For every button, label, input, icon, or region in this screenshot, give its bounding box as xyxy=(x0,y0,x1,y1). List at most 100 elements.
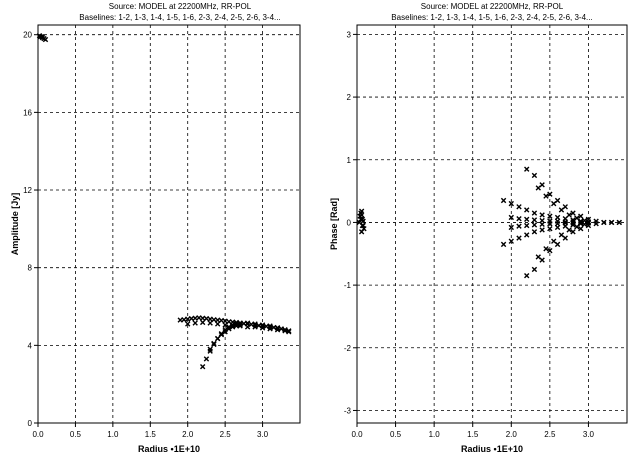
data-point xyxy=(531,229,538,235)
data-point xyxy=(601,219,607,226)
x-tick-label: 0.0 xyxy=(32,430,44,439)
data-point xyxy=(192,320,198,326)
data-point xyxy=(531,210,538,216)
data-series xyxy=(508,219,584,231)
x-tick-label: 3.0 xyxy=(583,430,595,439)
chart-subtitle: Baselines: 1-2, 1-3, 1-4, 1-5, 1-6, 2-3,… xyxy=(79,13,280,22)
data-point xyxy=(585,220,592,226)
data-point xyxy=(185,321,191,327)
y-tick-label: 16 xyxy=(23,108,32,117)
y-tick-label: 8 xyxy=(28,264,33,273)
data-point xyxy=(524,166,530,172)
data-point xyxy=(508,200,514,207)
data-point xyxy=(539,227,545,233)
y-tick-label: 1 xyxy=(347,156,352,165)
chart-title: Source: MODEL at 22200MHz, RR-POL xyxy=(109,2,252,11)
data-point xyxy=(500,241,507,248)
data-point xyxy=(508,224,514,231)
data-point xyxy=(574,224,580,230)
data-point xyxy=(547,226,553,232)
data-point xyxy=(222,322,228,328)
data-point xyxy=(562,219,568,225)
chart-subtitle: Baselines: 1-2, 1-3, 1-4, 1-5, 1-6, 2-3,… xyxy=(391,13,592,22)
data-point xyxy=(516,215,522,222)
data-series xyxy=(535,221,588,260)
data-point xyxy=(554,220,561,227)
chart-title: Source: MODEL at 22200MHz, RR-POL xyxy=(421,2,564,11)
x-tick-label: 2.0 xyxy=(506,430,518,439)
data-point xyxy=(508,214,514,221)
y-tick-label: 2 xyxy=(347,93,352,102)
data-point xyxy=(574,215,580,221)
data-point xyxy=(359,222,366,229)
y-tick-label: -1 xyxy=(344,281,352,290)
data-point xyxy=(516,235,522,241)
x-tick-label: 0.0 xyxy=(351,430,363,439)
data-point xyxy=(531,222,538,228)
y-tick-label: 0 xyxy=(28,419,33,428)
data-point xyxy=(585,219,592,225)
data-point xyxy=(207,320,213,326)
data-point xyxy=(578,219,584,226)
x-tick-label: 1.0 xyxy=(107,430,119,439)
data-point xyxy=(547,220,553,227)
data-point xyxy=(226,326,232,332)
chart-panel-2: Source: MODEL at 22200MHz, RR-POL Baselin… xyxy=(329,2,628,454)
y-tick-label: -2 xyxy=(344,344,352,353)
data-point xyxy=(508,238,514,244)
data-point xyxy=(551,200,557,207)
x-tick-label: 1.5 xyxy=(145,430,157,439)
x-tick-label: 1.5 xyxy=(467,430,479,439)
data-point xyxy=(516,204,522,210)
data-point xyxy=(278,326,284,332)
data-point xyxy=(547,191,553,197)
x-axis-label: Radius •1E+10 xyxy=(461,444,523,454)
data-point xyxy=(233,323,240,329)
data-point xyxy=(524,232,530,238)
data-point xyxy=(42,36,49,43)
x-axis-label: Radius •1E+10 xyxy=(138,444,200,454)
data-point xyxy=(207,348,213,354)
y-tick-label: 3 xyxy=(347,30,352,39)
data-point xyxy=(207,346,213,352)
data-point xyxy=(547,213,553,219)
data-point xyxy=(524,207,530,213)
data-point xyxy=(570,220,576,226)
data-point xyxy=(531,217,538,223)
data-point xyxy=(267,323,273,329)
y-tick-label: -3 xyxy=(344,406,352,415)
data-point xyxy=(608,219,615,226)
plot-area xyxy=(37,24,301,424)
data-point xyxy=(547,247,553,254)
data-point xyxy=(539,212,545,218)
data-point xyxy=(558,232,565,238)
x-tick-label: 2.5 xyxy=(220,430,232,439)
data-point xyxy=(524,222,530,229)
data-point xyxy=(566,227,572,233)
data-point xyxy=(593,220,599,227)
data-point xyxy=(570,210,576,216)
data-point xyxy=(539,221,545,228)
data-point xyxy=(570,219,576,225)
data-series xyxy=(207,322,243,352)
y-tick-label: 4 xyxy=(28,341,33,350)
data-point xyxy=(211,340,217,347)
data-point xyxy=(237,322,243,328)
x-tick-label: 2.5 xyxy=(544,430,556,439)
data-point xyxy=(358,208,365,214)
data-point xyxy=(562,220,568,226)
data-point xyxy=(543,246,549,252)
y-tick-label: 12 xyxy=(23,186,32,195)
data-point xyxy=(616,219,622,226)
x-tick-label: 0.5 xyxy=(70,430,82,439)
data-point xyxy=(358,229,365,235)
data-series xyxy=(524,219,622,279)
data-point xyxy=(558,207,565,213)
data-point xyxy=(199,319,206,326)
data-point xyxy=(570,229,576,235)
data-point xyxy=(252,321,258,327)
data-point xyxy=(274,325,281,331)
y-axis-label: Amplitude [Jy] xyxy=(10,193,20,256)
y-axis-label: Phase [Rad] xyxy=(329,198,339,250)
